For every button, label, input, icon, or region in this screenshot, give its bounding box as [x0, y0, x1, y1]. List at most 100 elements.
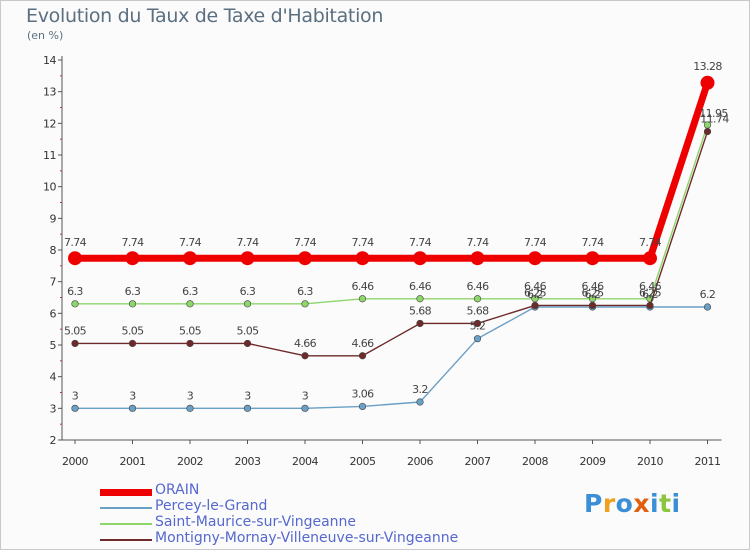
- data-label-percey-le-grand: 3.2: [412, 383, 428, 396]
- data-label-percey-le-grand: 3: [244, 389, 251, 402]
- x-tick-label: 2007: [465, 455, 491, 468]
- data-label-orain: 7.74: [236, 236, 259, 249]
- y-tick-label: 2: [50, 434, 57, 447]
- data-point-saint-maurice-sur-vingeanne: [301, 300, 309, 308]
- data-label-saint-maurice-sur-vingeanne: 6.46: [409, 280, 432, 293]
- data-point-saint-maurice-sur-vingeanne: [128, 300, 137, 308]
- data-point-percey-le-grand: [358, 402, 367, 411]
- data-label-montigny-mornay-villeneuve-sur-vingeanne: 6.25: [639, 286, 662, 299]
- data-point-orain: [528, 251, 542, 266]
- series-line-saint-maurice-sur-vingeanne: [75, 124, 709, 305]
- y-tick-label: 14: [43, 54, 56, 67]
- x-tick-label: 2004: [292, 455, 318, 468]
- data-label-orain: 7.74: [581, 236, 604, 249]
- data-point-percey-le-grand: [186, 404, 194, 412]
- data-point-saint-maurice-sur-vingeanne: [416, 295, 424, 303]
- data-label-montigny-mornay-villeneuve-sur-vingeanne: 5.05: [64, 324, 87, 337]
- data-label-montigny-mornay-villeneuve-sur-vingeanne: 11.74: [700, 113, 729, 126]
- legend-item-montigny-mornay[interactable]: Montigny-Mornay-Villeneuve-sur-Vingeanne: [100, 530, 520, 548]
- data-label-percey-le-grand: 6.2: [527, 288, 543, 301]
- data-point-saint-maurice-sur-vingeanne: [243, 300, 252, 308]
- legend-item-orain[interactable]: ORAIN: [100, 482, 520, 500]
- data-point-percey-le-grand: [301, 404, 309, 412]
- logo-letter: t: [659, 489, 672, 518]
- data-point-percey-le-grand: [128, 404, 137, 412]
- data-label-percey-le-grand: 3: [187, 389, 194, 402]
- data-label-saint-maurice-sur-vingeanne: 6.46: [639, 280, 662, 293]
- data-label-montigny-mornay-villeneuve-sur-vingeanne: 6.25: [581, 286, 604, 299]
- data-labels-layer: 7.74 7.74 7.74 7.74 7.74 7.74 7.74 7.74 7.74 7.74…: [64, 60, 730, 403]
- y-tick-label: 5: [50, 339, 57, 352]
- series-line-percey-le-grand: [75, 306, 708, 410]
- data-label-percey-le-grand: 3.06: [351, 387, 374, 400]
- y-tick-label: 7: [50, 276, 57, 289]
- legend-swatch-percey-le-grand: [100, 507, 152, 509]
- data-point-percey-le-grand: [703, 303, 712, 311]
- x-tick-label: 2009: [580, 455, 606, 468]
- x-tick-label: 2006: [407, 455, 433, 468]
- data-label-saint-maurice-sur-vingeanne: 6.46: [466, 280, 489, 293]
- series-line-orain: [75, 81, 711, 262]
- logo-letter: i: [650, 489, 660, 518]
- legend-label-percey-le-grand: Percey-le-Grand: [155, 498, 268, 514]
- y-tick-label: 6: [50, 307, 57, 320]
- data-label-orain: 7.74: [351, 236, 374, 249]
- data-point-orain: [643, 251, 657, 266]
- data-label-percey-le-grand: 5.2: [470, 320, 486, 333]
- data-label-orain: 7.74: [64, 236, 87, 249]
- line-chart: 2 3 4 5 6 7 8 9 10 11 12 13 14 2000 2001 2002 2003 2004 20…: [43, 54, 730, 468]
- data-point-montigny-mornay-villeneuve-sur-vingeanne: [358, 352, 367, 360]
- data-label-saint-maurice-sur-vingeanne: 6.46: [524, 280, 547, 293]
- data-point-montigny-mornay-villeneuve-sur-vingeanne: [186, 339, 194, 348]
- x-tick-label: 2001: [120, 455, 146, 468]
- data-point-montigny-mornay-villeneuve-sur-vingeanne: [473, 319, 482, 328]
- data-point-orain: [355, 251, 370, 266]
- data-point-montigny-mornay-villeneuve-sur-vingeanne: [71, 339, 79, 348]
- data-label-saint-maurice-sur-vingeanne: 6.3: [240, 285, 256, 298]
- x-tick-label: 2008: [522, 455, 548, 468]
- data-point-orain: [183, 251, 197, 266]
- data-label-montigny-mornay-villeneuve-sur-vingeanne: 5.05: [121, 324, 144, 337]
- y-tick-label: 10: [43, 181, 56, 194]
- x-tick-label: 2002: [177, 455, 203, 468]
- y-tick-label: 4: [50, 371, 57, 384]
- legend-swatch-montigny-mornay: [100, 539, 152, 541]
- series-line-montigny-mornay-villeneuve-sur-vingeanne: [75, 131, 709, 357]
- legend-label-montigny-mornay: Montigny-Mornay-Villeneuve-sur-Vingeanne: [155, 530, 459, 546]
- data-point-montigny-mornay-villeneuve-sur-vingeanne: [243, 339, 252, 348]
- data-label-saint-maurice-sur-vingeanne: 6.46: [581, 280, 604, 293]
- chart-subtitle: (en %): [27, 29, 64, 42]
- data-point-orain: [470, 251, 485, 266]
- data-point-montigny-mornay-villeneuve-sur-vingeanne: [531, 301, 539, 310]
- data-label-percey-le-grand: 3: [302, 389, 309, 402]
- data-point-montigny-mornay-villeneuve-sur-vingeanne: [301, 352, 309, 360]
- data-label-orain: 7.74: [294, 236, 317, 249]
- data-label-montigny-mornay-villeneuve-sur-vingeanne: 6.25: [524, 286, 547, 299]
- legend-label-saint-maurice: Saint-Maurice-sur-Vingeanne: [155, 514, 357, 530]
- data-label-montigny-mornay-villeneuve-sur-vingeanne: 5.05: [236, 324, 259, 337]
- data-label-montigny-mornay-villeneuve-sur-vingeanne: 5.68: [409, 304, 432, 317]
- data-point-orain: [413, 251, 427, 266]
- data-point-orain: [240, 251, 255, 266]
- legend-label-orain: ORAIN: [155, 482, 200, 498]
- data-point-montigny-mornay-villeneuve-sur-vingeanne: [128, 339, 137, 348]
- data-label-montigny-mornay-villeneuve-sur-vingeanne: 4.66: [351, 337, 374, 350]
- data-label-saint-maurice-sur-vingeanne: 6.46: [351, 280, 374, 293]
- legend-swatch-saint-maurice: [100, 523, 152, 525]
- x-tick-label: 2010: [637, 455, 663, 468]
- data-point-montigny-mornay-villeneuve-sur-vingeanne: [588, 301, 597, 310]
- legend-swatch-orain: [100, 489, 152, 496]
- logo-letter: i: [671, 489, 681, 518]
- data-label-orain: 13.28: [693, 60, 722, 73]
- data-label-saint-maurice-sur-vingeanne: 6.3: [67, 285, 83, 298]
- chart-axes: 2 3 4 5 6 7 8 9 10 11 12 13 14 2000 2001 2002 2003 2004 20…: [43, 54, 722, 468]
- data-point-orain: [700, 75, 715, 90]
- data-label-saint-maurice-sur-vingeanne: 6.3: [182, 285, 198, 298]
- y-tick-label: 12: [43, 117, 56, 130]
- legend-item-percey-le-grand[interactable]: Percey-le-Grand: [100, 498, 520, 516]
- data-label-orain: 7.74: [524, 236, 547, 249]
- data-point-orain: [585, 251, 600, 266]
- logo-letter: o: [615, 489, 634, 518]
- data-point-percey-le-grand: [71, 404, 79, 412]
- legend-item-saint-maurice[interactable]: Saint-Maurice-sur-Vingeanne: [100, 514, 520, 532]
